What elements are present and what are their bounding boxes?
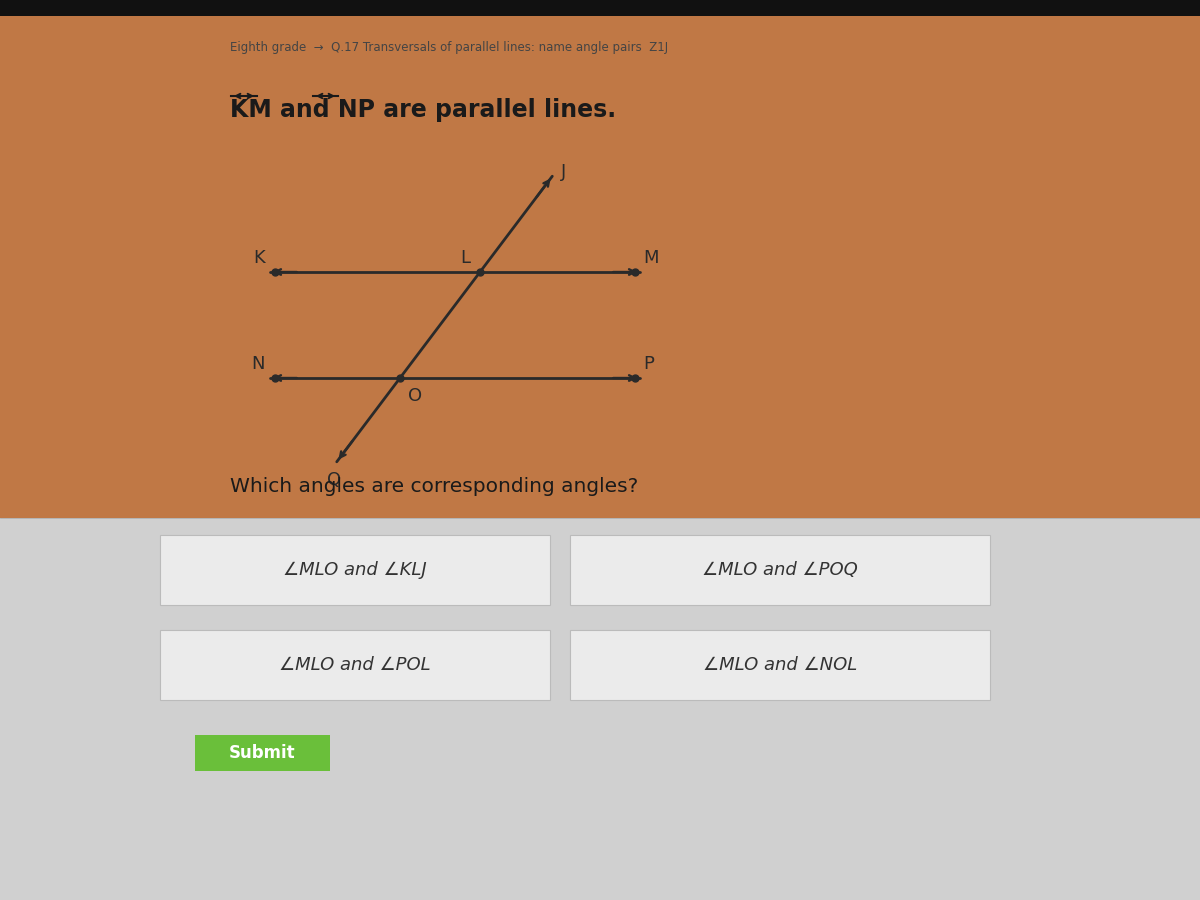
Text: Eighth grade  →  Q.17 Transversals of parallel lines: name angle pairs  Z1J: Eighth grade → Q.17 Transversals of para…	[230, 41, 668, 55]
Bar	[160, 535, 550, 605]
Text: M: M	[643, 249, 659, 267]
Bar	[0, 0, 1200, 16]
Text: O: O	[408, 387, 422, 405]
Bar	[0, 518, 1200, 900]
Text: Submit: Submit	[229, 744, 296, 762]
Text: Which angles are corresponding angles?: Which angles are corresponding angles?	[230, 478, 638, 497]
Text: L: L	[460, 249, 470, 267]
Text: ∠MLO and ∠KLJ: ∠MLO and ∠KLJ	[283, 561, 427, 579]
Text: KM and NP are parallel lines.: KM and NP are parallel lines.	[230, 98, 616, 122]
Text: K: K	[253, 249, 265, 267]
Bar	[160, 630, 550, 700]
Text: ∠MLO and ∠NOL: ∠MLO and ∠NOL	[703, 656, 857, 674]
Bar	[194, 735, 330, 771]
Text: N: N	[252, 355, 265, 373]
Text: ∠MLO and ∠POQ: ∠MLO and ∠POQ	[702, 561, 858, 579]
Text: P: P	[643, 355, 654, 373]
Text: J: J	[562, 163, 566, 181]
Text: Q: Q	[326, 471, 341, 489]
Bar	[570, 630, 990, 700]
Text: ∠MLO and ∠POL: ∠MLO and ∠POL	[280, 656, 431, 674]
Bar	[570, 535, 990, 605]
